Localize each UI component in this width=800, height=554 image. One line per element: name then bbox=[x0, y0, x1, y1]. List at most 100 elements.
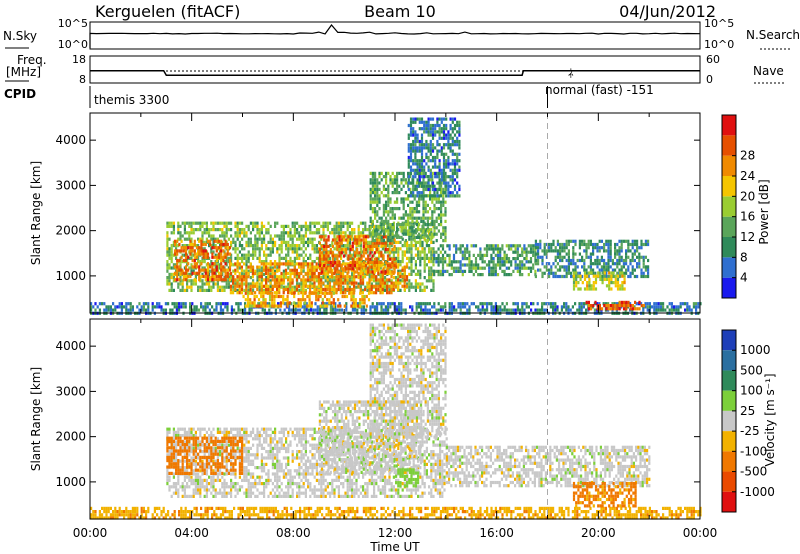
heatmap-cell bbox=[162, 308, 165, 312]
heatmap-cell bbox=[226, 302, 229, 306]
heatmap-cell bbox=[206, 265, 210, 269]
heatmap-cell bbox=[166, 263, 169, 267]
heatmap-cell bbox=[251, 265, 254, 269]
heatmap-cell bbox=[406, 282, 409, 286]
heatmap-cell bbox=[177, 224, 180, 228]
heatmap-cell bbox=[206, 268, 210, 272]
heatmap-cell bbox=[346, 228, 349, 232]
heatmap-cell bbox=[409, 117, 413, 121]
heatmap-cell bbox=[188, 250, 191, 254]
heatmap-cell bbox=[556, 305, 559, 309]
heatmap-cell bbox=[204, 274, 207, 279]
heatmap-cell bbox=[168, 224, 171, 228]
heatmap-cell bbox=[433, 226, 436, 230]
heatmap-cell bbox=[315, 247, 318, 251]
heatmap-cell bbox=[648, 302, 651, 306]
heatmap-cell bbox=[243, 282, 246, 286]
heatmap-cell bbox=[560, 305, 563, 309]
heatmap-cell bbox=[190, 269, 193, 273]
heatmap-cell bbox=[550, 265, 553, 269]
heatmap-cell bbox=[561, 265, 564, 269]
heatmap-cell bbox=[425, 143, 428, 147]
heatmap-cell bbox=[257, 304, 261, 308]
heatmap-cell bbox=[692, 302, 695, 306]
heatmap-cell bbox=[337, 272, 340, 276]
heatmap-cell bbox=[340, 241, 343, 245]
heatmap-cell bbox=[334, 267, 337, 271]
heatmap-cell bbox=[440, 213, 443, 217]
heatmap-cell bbox=[398, 184, 401, 188]
heatmap-cell bbox=[625, 258, 628, 263]
heatmap-cell bbox=[382, 194, 385, 198]
heatmap-cell bbox=[437, 302, 440, 306]
heatmap-cell bbox=[440, 178, 443, 182]
heatmap-cell bbox=[274, 244, 277, 248]
heatmap-cell bbox=[420, 159, 424, 163]
heatmap-cell bbox=[313, 250, 316, 254]
heatmap-cell bbox=[518, 273, 522, 277]
heatmap-cell bbox=[216, 263, 219, 267]
heatmap-cell bbox=[262, 262, 265, 266]
heatmap-cell bbox=[414, 130, 417, 134]
heatmap-cell bbox=[125, 302, 128, 306]
heatmap-cell bbox=[254, 234, 257, 238]
heatmap-cell bbox=[374, 178, 377, 182]
heatmap-cell bbox=[444, 219, 447, 223]
heatmap-cell bbox=[420, 146, 424, 150]
heatmap-cell bbox=[309, 240, 312, 244]
heatmap-cell bbox=[374, 181, 377, 185]
heatmap-cell bbox=[309, 266, 312, 270]
heatmap-cell bbox=[512, 302, 515, 306]
heatmap-cell bbox=[371, 219, 374, 223]
heatmap-cell bbox=[379, 276, 382, 280]
heatmap-cell bbox=[442, 213, 445, 217]
heatmap-cell bbox=[224, 246, 227, 250]
heatmap-cell bbox=[341, 294, 344, 299]
heatmap-cell bbox=[414, 133, 417, 137]
heatmap-cell bbox=[322, 221, 325, 225]
heatmap-cell bbox=[331, 268, 334, 272]
heatmap-cell bbox=[567, 268, 570, 272]
heatmap-cell bbox=[429, 184, 432, 188]
heatmap-cell bbox=[247, 288, 250, 292]
heatmap-cell bbox=[479, 266, 482, 270]
heatmap-cell bbox=[622, 262, 625, 266]
heatmap-cell bbox=[412, 133, 415, 137]
heatmap-cell bbox=[402, 207, 405, 211]
heatmap-cell bbox=[276, 268, 279, 272]
heatmap-cell bbox=[293, 304, 296, 308]
heatmap-cell bbox=[516, 266, 519, 270]
heatmap-cell bbox=[576, 271, 579, 275]
heatmap-cell bbox=[369, 260, 372, 264]
heatmap-cell bbox=[92, 305, 95, 309]
heatmap-cell bbox=[426, 226, 429, 230]
heatmap-cell bbox=[254, 250, 257, 254]
heatmap-cell bbox=[407, 219, 410, 223]
heatmap-cell bbox=[350, 287, 353, 292]
heatmap-cell bbox=[416, 184, 419, 188]
heatmap-cell bbox=[287, 291, 290, 295]
heatmap-cell bbox=[490, 308, 493, 312]
heatmap-cell bbox=[456, 181, 459, 185]
heatmap-cell bbox=[289, 247, 292, 251]
heatmap-cell bbox=[382, 235, 385, 239]
heatmap-cell bbox=[404, 213, 407, 217]
heatmap-cell bbox=[432, 240, 435, 244]
heatmap-cell bbox=[496, 260, 500, 264]
heatmap-cell bbox=[364, 244, 368, 248]
heatmap-cell bbox=[414, 282, 417, 286]
heatmap-cell bbox=[401, 250, 404, 254]
heatmap-cell bbox=[414, 136, 417, 140]
heatmap-cell bbox=[529, 257, 533, 261]
heatmap-cell bbox=[417, 285, 420, 289]
heatmap-cell bbox=[503, 273, 506, 277]
heatmap-cell bbox=[596, 249, 599, 253]
heatmap-cell bbox=[296, 250, 299, 254]
heatmap-cell bbox=[449, 194, 452, 198]
heatmap-cell bbox=[362, 228, 365, 232]
heatmap-cell bbox=[241, 228, 244, 232]
heatmap-cell bbox=[425, 285, 428, 289]
heatmap-cell bbox=[247, 275, 250, 279]
heatmap-cell bbox=[296, 221, 299, 225]
heatmap-cell bbox=[221, 228, 224, 232]
